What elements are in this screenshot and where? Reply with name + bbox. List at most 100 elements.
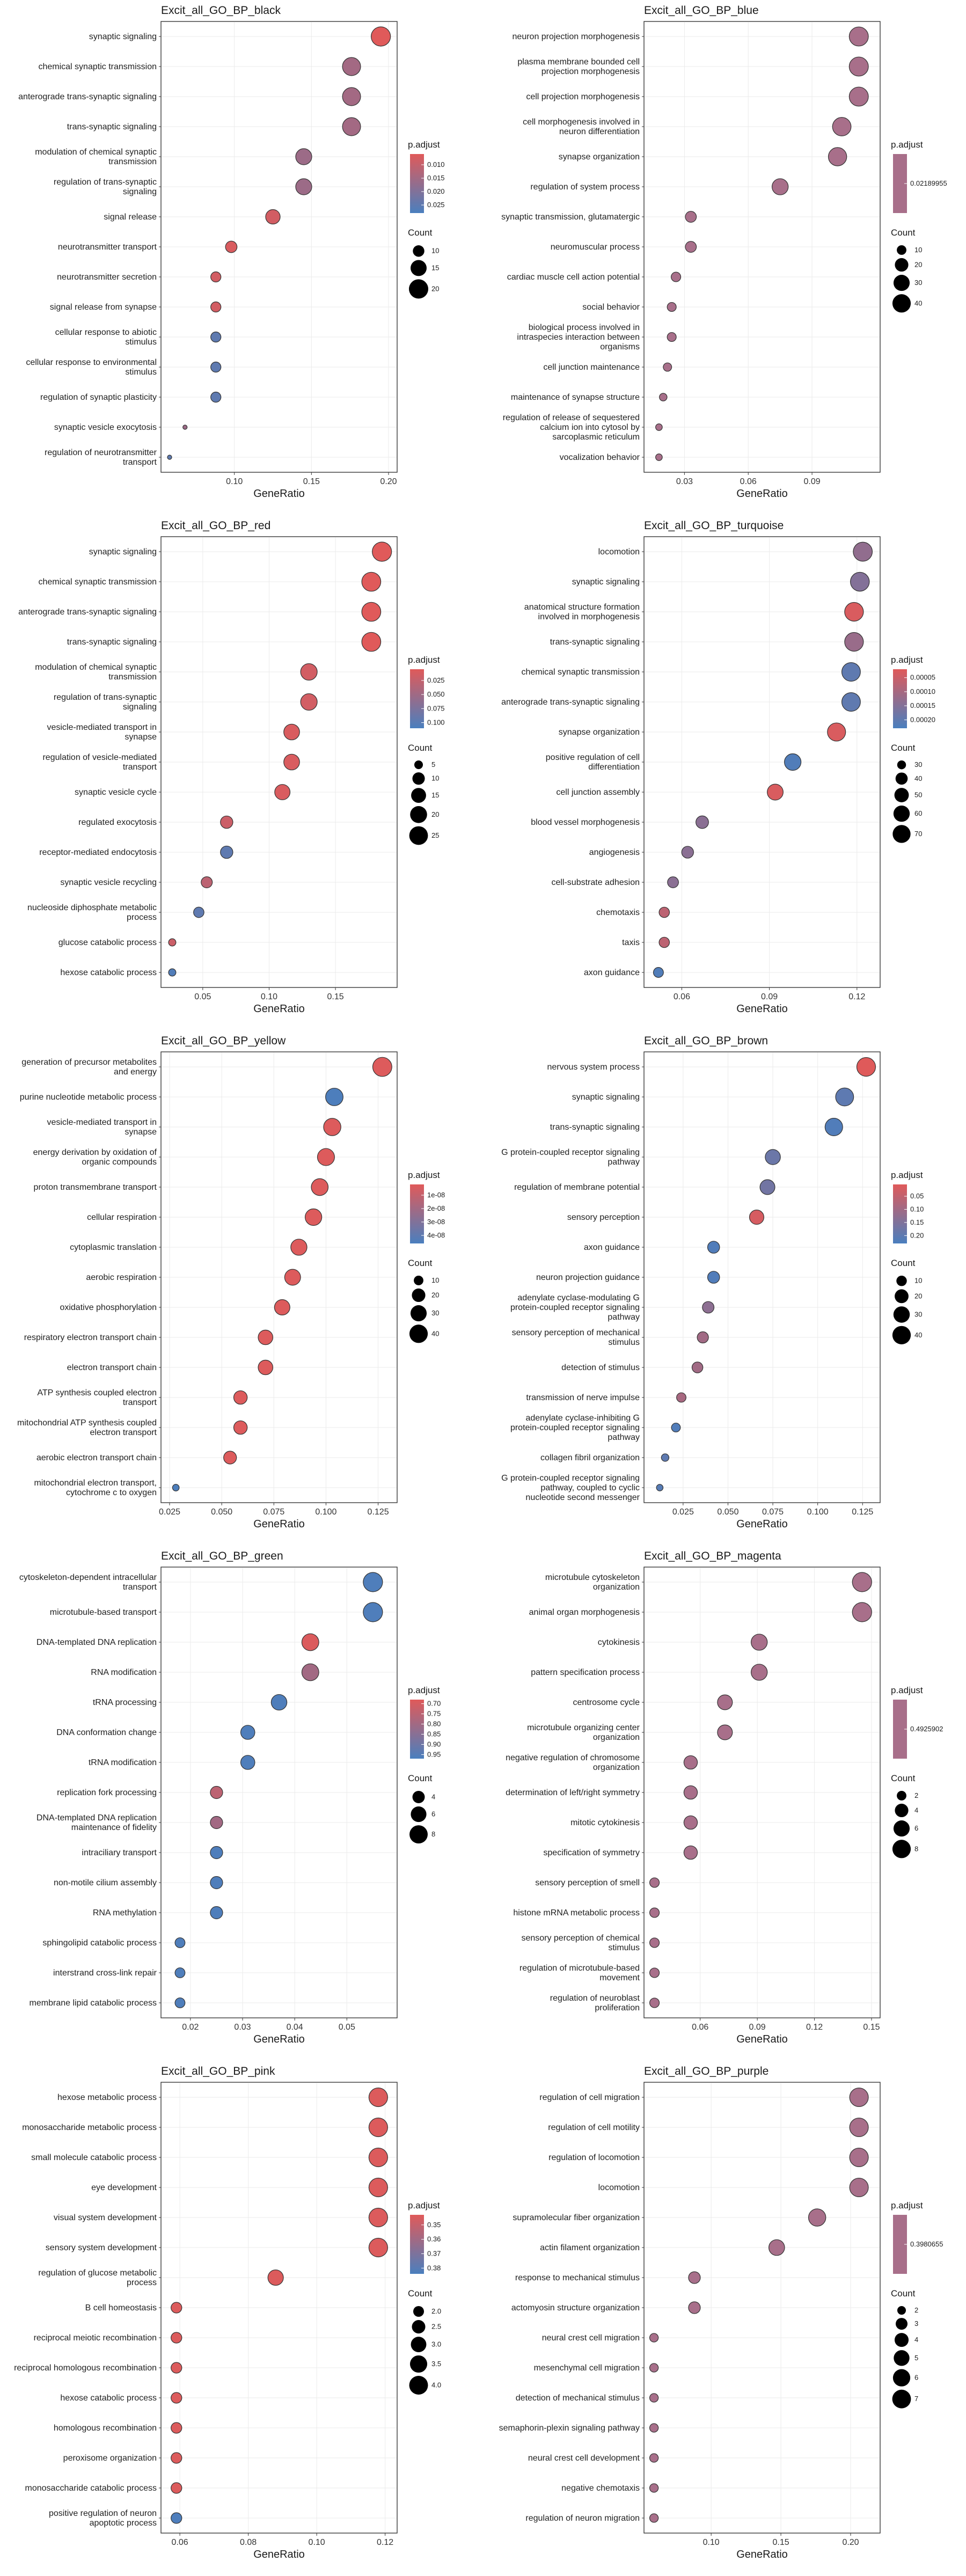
size-legend-label: 4: [431, 1792, 435, 1801]
size-legend-dot: [893, 275, 910, 291]
y-term-label: receptor-mediated endocytosis: [39, 848, 157, 857]
data-point: [649, 1937, 660, 1948]
size-legend-label: 50: [914, 791, 922, 799]
size-legend-dot: [897, 2306, 906, 2315]
data-point: [295, 178, 312, 195]
data-point: [317, 1148, 335, 1166]
size-legend-title: Count: [891, 1773, 916, 1783]
data-point: [702, 1301, 715, 1314]
data-point: [852, 1572, 872, 1592]
y-term-label: aerobic electron transport chain: [36, 1453, 157, 1462]
data-point: [167, 455, 172, 460]
dotplot-svg: Excit_all_GO_BP_magenta 0.06 0.09 0.12 0.15 G…: [506, 1550, 943, 2045]
dotplot-svg: Excit_all_GO_BP_red 0.05 0.10 0.15 GeneRatio…: [18, 519, 445, 1015]
y-term-label: purine nucleotide metabolic process: [20, 1093, 157, 1102]
x-tick-label: 0.10: [261, 992, 277, 1001]
data-point: [852, 1602, 872, 1622]
data-point: [696, 815, 709, 829]
y-term-label: oxidative phosphorylation: [60, 1303, 157, 1312]
data-point: [210, 301, 222, 313]
y-term-label: synaptic signaling: [572, 1093, 640, 1102]
y-term-label: peroxisome organization: [63, 2454, 157, 2463]
color-legend-label: 2e-08: [427, 1204, 445, 1212]
size-legend-dot: [895, 1289, 909, 1304]
y-term-label: reciprocal homologous recombination: [14, 2363, 157, 2373]
data-point: [210, 1876, 223, 1890]
y-term-label: modulation of chemical synaptic transmiss…: [35, 663, 157, 682]
data-point: [853, 541, 873, 562]
data-point: [323, 1118, 341, 1136]
dotplot-svg: Excit_all_GO_BP_turquoise 0.06 0.09 0.12 Gen…: [501, 519, 935, 1015]
data-point: [342, 117, 361, 136]
size-legend-label: 5: [431, 760, 435, 769]
color-legend-label: 4e-08: [427, 1231, 445, 1239]
data-point: [342, 87, 361, 106]
data-point: [363, 1602, 383, 1622]
x-tick-label: 0.15: [327, 992, 344, 1001]
chart-title: Excit_all_GO_BP_turquoise: [644, 519, 784, 532]
y-term-label: angiogenesis: [589, 848, 640, 857]
data-point: [759, 1179, 775, 1195]
y-term-label: detection of mechanical stimulus: [516, 2394, 640, 2403]
size-legend-label: 15: [431, 791, 439, 799]
color-legend-label: 0.025: [427, 201, 445, 209]
color-legend-label: 0.75: [427, 1710, 441, 1718]
size-legend-dot: [894, 2350, 910, 2366]
x-tick-label: 0.20: [380, 477, 397, 486]
data-point: [649, 1907, 660, 1918]
data-point: [768, 2239, 785, 2256]
data-point: [765, 1149, 781, 1165]
size-legend-title: Count: [891, 743, 916, 753]
data-point: [685, 211, 697, 223]
color-legend-label: 3e-08: [427, 1218, 445, 1226]
x-tick-label: 0.075: [762, 1507, 784, 1517]
y-term-label: histone mRNA metabolic process: [513, 1908, 640, 1918]
data-point: [658, 906, 670, 918]
y-term-label: modulation of chemical synaptic transmiss…: [35, 148, 157, 166]
y-term-label: tRNA processing: [93, 1698, 157, 1707]
panel-pink: Excit_all_GO_BP_pink 0.06 0.08 0.10 0.12 Gene…: [0, 2061, 483, 2576]
y-term-label: proton transmembrane transport: [34, 1183, 157, 1192]
data-point: [676, 1392, 686, 1403]
data-point: [751, 1664, 768, 1681]
data-point: [283, 753, 300, 771]
size-legend-title: Count: [891, 228, 916, 238]
data-point: [824, 1117, 843, 1137]
data-point: [697, 1331, 709, 1344]
y-term-label: ATP synthesis coupled electron transport: [37, 1388, 157, 1407]
x-tick-label: 0.03: [676, 477, 693, 486]
y-term-label: pattern specification process: [531, 1668, 640, 1677]
size-legend-dot: [413, 2306, 425, 2317]
y-term-label: microtubule organizing center organizatio…: [527, 1723, 640, 1742]
color-legend-label: 0.00015: [910, 701, 935, 709]
y-term-label: cytoplasmic translation: [70, 1243, 157, 1252]
x-tick-label: 0.12: [377, 2538, 393, 2547]
data-point: [667, 876, 679, 888]
data-point: [368, 2087, 388, 2107]
y-term-label: negative chemotaxis: [561, 2484, 640, 2493]
y-term-label: anterograde trans-synaptic signaling: [501, 698, 640, 707]
data-point: [171, 2512, 182, 2524]
size-legend-dot: [410, 806, 427, 823]
data-point: [240, 1725, 255, 1740]
y-term-label: synaptic vesicle exocytosis: [54, 423, 157, 432]
x-tick-label: 0.06: [740, 477, 757, 486]
size-legend-label: 2.0: [431, 2307, 441, 2315]
size-legend-label: 40: [914, 299, 922, 307]
y-term-label: B cell homeostasis: [85, 2303, 157, 2312]
color-legend-label: 0.20: [910, 1231, 924, 1239]
y-term-label: signal release from synapse: [50, 303, 157, 312]
x-tick-label: 0.050: [717, 1507, 738, 1517]
size-legend-label: 20: [914, 260, 922, 268]
data-point: [171, 2452, 182, 2464]
color-legend-label: 0.100: [427, 719, 445, 727]
color-legend-label: 1e-08: [427, 1191, 445, 1199]
chart-title: Excit_all_GO_BP_blue: [644, 4, 759, 17]
y-term-label: regulation of microtubule-based movement: [519, 1964, 640, 1982]
size-legend-label: 40: [431, 1329, 439, 1337]
x-tick-label: 0.025: [159, 1507, 180, 1517]
size-legend-label: 3.0: [431, 2340, 441, 2348]
y-term-label: neuron projection morphogenesis: [513, 32, 640, 41]
x-tick-label: 0.15: [863, 2023, 880, 2032]
data-point: [828, 147, 847, 166]
